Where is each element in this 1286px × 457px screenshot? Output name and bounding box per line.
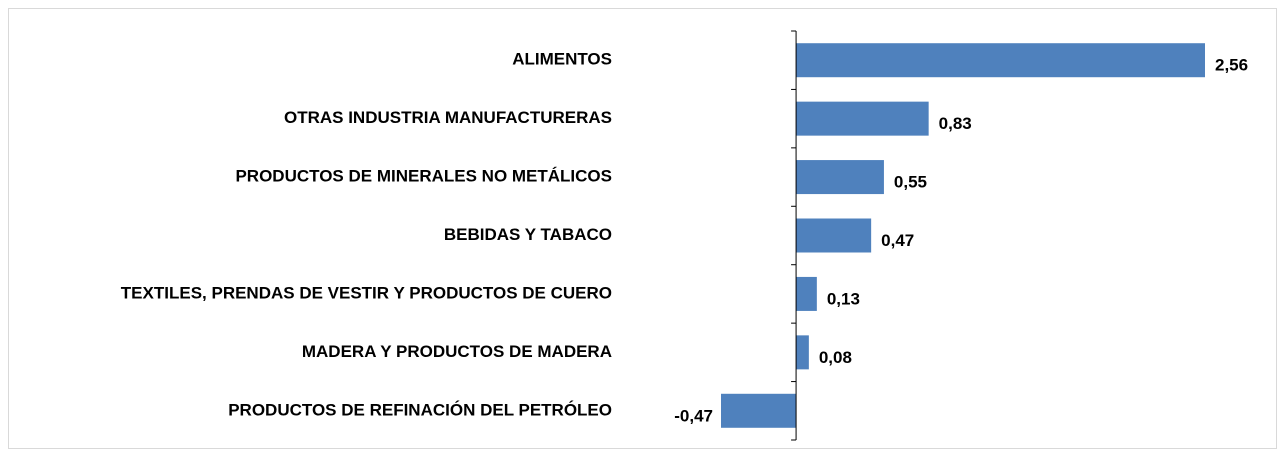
- value-label: 0,13: [827, 289, 860, 308]
- value-label: 0,47: [881, 231, 914, 250]
- chart-frame: [8, 8, 1277, 449]
- bar: [796, 43, 1205, 78]
- value-label: 0,83: [939, 114, 972, 133]
- bar: [796, 276, 817, 311]
- value-label: 0,55: [894, 173, 927, 192]
- bar: [721, 393, 797, 428]
- value-label: 0,08: [819, 348, 852, 367]
- category-label: BEBIDAS Y TABACO: [444, 225, 612, 244]
- bar: [796, 218, 872, 253]
- category-label: PRODUCTOS DE REFINACIÓN DEL PETRÓLEO: [228, 400, 612, 419]
- bar: [796, 335, 809, 370]
- value-label: 2,56: [1215, 56, 1248, 75]
- value-label: -0,47: [674, 406, 713, 425]
- bar: [796, 101, 929, 136]
- category-label: MADERA Y PRODUCTOS DE MADERA: [302, 342, 612, 361]
- category-label: OTRAS INDUSTRIA MANUFACTURERAS: [284, 108, 612, 127]
- bar: [796, 160, 884, 195]
- category-label: TEXTILES, PRENDAS DE VESTIR Y PRODUCTOS …: [121, 283, 612, 302]
- category-label: ALIMENTOS: [512, 50, 612, 69]
- category-label: PRODUCTOS DE MINERALES NO METÁLICOS: [235, 167, 612, 186]
